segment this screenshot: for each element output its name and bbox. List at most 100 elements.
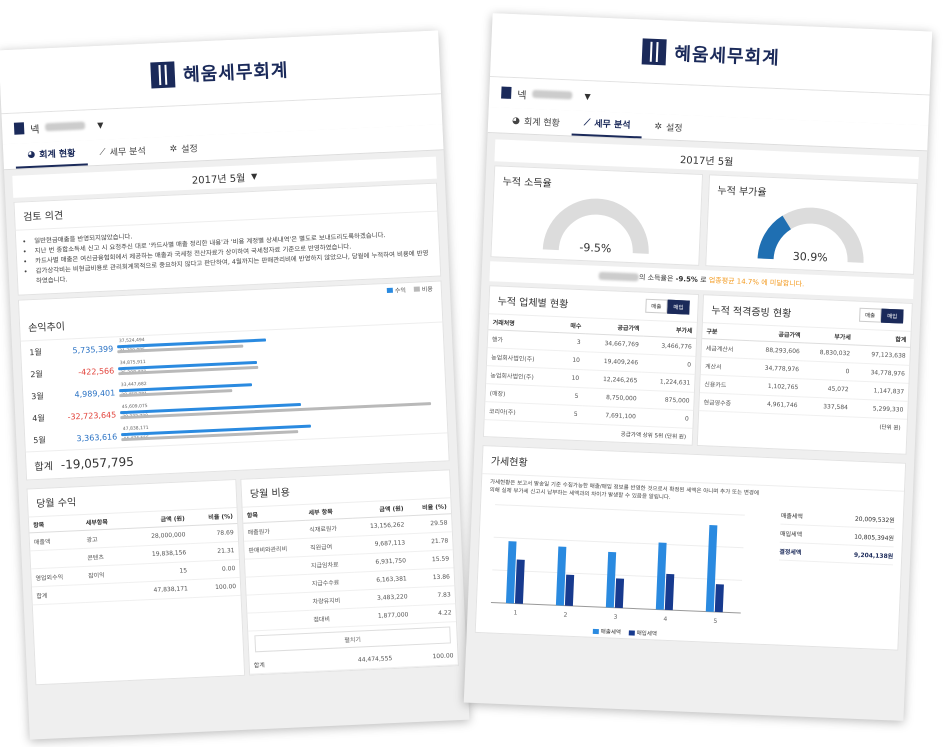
pl-total-value: -19,057,795: [60, 454, 135, 472]
table-cell: 직원급여: [305, 536, 354, 557]
gauge-track: [542, 198, 649, 254]
company-name-redacted: [532, 89, 573, 100]
proof-toggle: 매출 매입: [858, 307, 904, 324]
summary-value: 10,805,394원: [853, 533, 895, 543]
note-text: 의 소득율은: [638, 273, 676, 283]
tab-tax-analysis[interactable]: ⟋ 세무 분석: [87, 137, 158, 165]
table-cell: 지급수수료: [307, 572, 356, 593]
vat-bar-chart: 1 2 3 4 5: [490, 504, 745, 625]
tab-tax-analysis[interactable]: ⟋ 세무 분석: [571, 110, 643, 139]
table-cell: 1,877,000: [356, 605, 413, 627]
tab-label: 설정: [665, 123, 683, 135]
total-label: 합계: [249, 654, 291, 675]
table-cell: 잡이익: [83, 564, 129, 585]
table-cell: 13.86: [410, 567, 455, 588]
accounting-status-report: 혜움세무회계 넥 ▼ ◕ 회계 현황 ⟋ 세무 분석 ✲ 설정 2017년 5월 ▼ …: [0, 30, 470, 740]
summary-value: 20,009,532원: [854, 515, 895, 525]
table-cell: 광고: [82, 528, 128, 549]
bar-purchase-tax: [714, 584, 724, 613]
note-rate: -9.5%: [675, 274, 699, 284]
table-cell: 지급임차료: [306, 554, 355, 575]
bar-purchase-tax: [664, 573, 675, 611]
table-cell: 0: [639, 408, 694, 429]
tab-settings[interactable]: ✲ 설정: [157, 135, 210, 162]
pl-value: 4,989,401: [74, 387, 116, 399]
bar-sales-tax: [505, 541, 517, 604]
table-cell: 5: [555, 386, 583, 406]
legend-label: 매출세액: [600, 629, 622, 637]
table-cell: 접대비: [308, 608, 357, 629]
toggle-sales[interactable]: 매출: [644, 298, 668, 314]
table-cell: 5,299,330: [851, 398, 908, 420]
bar-sales-tax: [705, 525, 718, 612]
table-cell: 8,830,032: [803, 342, 855, 364]
table-cell: 1,147,837: [852, 381, 909, 402]
table-cell: 콘텐츠: [82, 546, 129, 567]
tab-label: 세무 분석: [109, 146, 146, 159]
cost-table: 항목 세부 항목 금액 (원) 비율 (%) 매출원가 식재료원가 13,156,2…: [242, 498, 456, 632]
tax-analysis-report: 혜움세무회계 넥 ▼ ◕ 회계 현황 ⟋ 세무 분석 ✲ 설정 2017년 5월 누적…: [463, 13, 933, 721]
table-cell: 47,838,171: [128, 579, 193, 601]
pl-month: 2월: [30, 369, 43, 379]
bar-sales-tax: [555, 546, 567, 606]
pl-trend-card: 수익 비용 손익추이 1월5,735,39937,524,49431,789,0…: [17, 280, 450, 481]
table-cell: [84, 582, 130, 603]
pl-total-label: 합계: [34, 461, 54, 474]
gauge-fill: [757, 215, 791, 260]
caret-down-icon: ▼: [584, 91, 591, 101]
toggle-purchase[interactable]: 매입: [667, 299, 690, 315]
tab-label: 회계 현황: [523, 117, 561, 129]
chart-icon: ⟋: [99, 147, 106, 158]
x-tick-label: 2: [563, 612, 567, 619]
table-cell: 0.00: [190, 559, 240, 580]
vat-summary: 매출세액 20,009,532원 매입세액 10,805,394원 결정세액 9,20…: [767, 486, 904, 649]
company-name: 넥: [29, 124, 40, 136]
table-cell: 3,466,776: [642, 336, 697, 357]
tab-settings[interactable]: ✲ 설정: [642, 113, 695, 140]
bar-purchase-tax: [614, 578, 625, 609]
x-tick-label: 4: [663, 616, 667, 623]
brand-name: 혜움세무회계: [673, 43, 781, 69]
table-cell: 12,246,265: [582, 369, 642, 391]
table-cell: 신용카드: [699, 374, 748, 395]
legend-swatch: [386, 287, 393, 293]
legend-swatch: [592, 628, 599, 635]
monthly-cost-card: 당월 비용 항목 세부 항목 금액 (원) 비율 (%) 매출원가 식재료원가 13…: [240, 469, 459, 676]
company-name: 넥: [516, 89, 527, 102]
x-tick-label: 1: [513, 609, 517, 616]
legend-swatch: [413, 286, 420, 292]
gridline: [495, 504, 745, 516]
summary-label: 매입세액: [779, 530, 803, 539]
review-card: 검토 의견 일반현금매출을 반영되지않았습니다. 지난 번 종합소득세 신고 시…: [13, 182, 442, 296]
table-cell: 7.83: [411, 585, 456, 606]
pl-value: 5,735,399: [72, 343, 114, 355]
legend-label: 매입세액: [636, 630, 658, 638]
gear-icon: ✲: [169, 143, 178, 155]
period-label: 2017년 5월: [679, 154, 734, 168]
note-text: 로: [697, 275, 709, 285]
tab-accounting[interactable]: ◕ 회계 현황: [14, 140, 89, 169]
table-cell: 10: [557, 350, 585, 370]
legend-label: 비용: [421, 285, 434, 294]
toggle-sales[interactable]: 매출: [858, 307, 882, 323]
table-cell: 34,667,769: [584, 333, 644, 355]
table-cell: 세금계산서: [701, 338, 749, 359]
vat-rate-gauge: [757, 207, 864, 263]
table-cell: 15.59: [409, 549, 454, 570]
pl-month: 5월: [33, 435, 46, 445]
income-rate-gauge: [542, 198, 649, 254]
company-name-redacted: [45, 121, 86, 132]
toggle-purchase[interactable]: 매입: [880, 308, 904, 324]
tab-accounting[interactable]: ◕ 회계 현황: [500, 108, 573, 136]
table-cell: 88,293,606: [748, 340, 805, 361]
pl-month: 4월: [32, 413, 45, 423]
cost-total: 합계 44,474,555 100.00: [249, 647, 458, 675]
table-cell: 차량유지비: [308, 590, 357, 611]
caret-down-icon: ▼: [97, 120, 104, 130]
table-cell: 4.22: [411, 603, 456, 624]
pl-rows: 1월5,735,39937,524,49431,789,0952월-422,56…: [21, 322, 448, 451]
company-logo-icon: [13, 122, 25, 135]
note-highlight: 업종평균 14.7% 에 미달합니다.: [708, 276, 805, 289]
industry-title: 누적 업체별 현황: [497, 296, 569, 311]
pl-value: -32,723,645: [67, 409, 117, 422]
